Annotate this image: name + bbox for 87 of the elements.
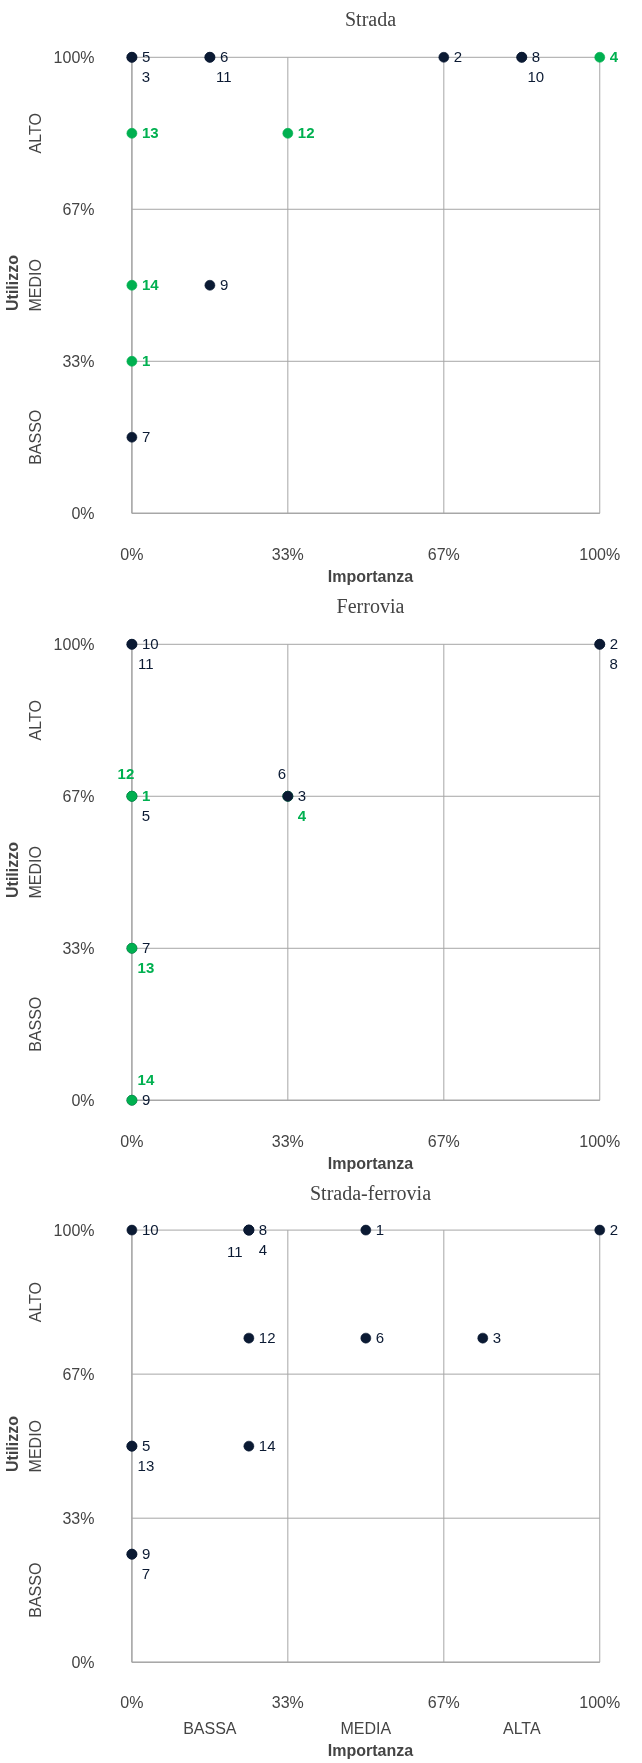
text: MEDIO <box>27 259 45 312</box>
series-label: 1 <box>141 352 151 370</box>
y-tick-label: 33% <box>62 1509 95 1527</box>
y-axis-title: Utilizzo <box>3 254 21 311</box>
series-label: 13 <box>141 124 159 142</box>
y-tick-label: 0% <box>71 1091 95 1109</box>
chart-title: Strada-ferrovia <box>309 1181 432 1204</box>
series-label: 6 <box>277 765 286 783</box>
series-label: 5 <box>141 48 151 66</box>
x-tick-label: 33% <box>271 545 304 563</box>
y-tick-label: 67% <box>62 1365 95 1383</box>
y-tick-label: 67% <box>62 787 95 805</box>
text: ALTO <box>27 700 45 741</box>
series-label: 3 <box>141 68 151 86</box>
text: MEDIO <box>27 1419 45 1473</box>
text: BASSO <box>27 409 45 465</box>
series-label: 4 <box>258 1241 268 1259</box>
text: MEDIO <box>27 846 45 899</box>
series-label: 11 <box>227 1243 243 1261</box>
x-tick-label: 0% <box>120 1132 144 1150</box>
series-label: 14 <box>137 1071 155 1089</box>
chart-title: Strada <box>344 7 397 30</box>
series-label: 14 <box>258 1437 276 1455</box>
x-axis-title: Importanza <box>327 1154 414 1172</box>
series-label: 9 <box>141 1545 151 1563</box>
series-label: 12 <box>297 124 315 142</box>
series-label: 3 <box>492 1329 502 1347</box>
series-label: 7 <box>141 428 151 446</box>
series-label: 13 <box>137 959 155 977</box>
series-label: 6 <box>219 48 229 66</box>
series-label: 9 <box>219 276 229 294</box>
series-label: 5 <box>141 807 151 825</box>
text: ALTO <box>27 1281 45 1323</box>
y-axis-title: Utilizzo <box>3 1415 21 1472</box>
series-label: 1 <box>141 787 151 805</box>
x-tick-label: 100% <box>579 1132 621 1150</box>
x-axis-title: Importanza <box>327 1741 414 1759</box>
x-tick-label: 67% <box>427 1693 460 1711</box>
series-label: 8 <box>531 48 541 66</box>
x-tick-label: 100% <box>579 1693 621 1711</box>
y-tick-label: 100% <box>53 1221 95 1239</box>
text: BASSO <box>27 1562 45 1618</box>
x-tick-label: 0% <box>120 545 144 563</box>
text: ALTA <box>502 1719 541 1737</box>
x-axis-title: Importanza <box>327 567 414 585</box>
y-tick-label: 0% <box>71 504 95 522</box>
y-tick-label: 100% <box>53 48 95 66</box>
series-label: 10 <box>141 1221 159 1239</box>
series-label: 10 <box>141 635 159 653</box>
series-label: 2 <box>609 1221 619 1239</box>
x-tick-label: 100% <box>579 545 621 563</box>
series-label: 6 <box>375 1329 385 1347</box>
series-label: 4 <box>297 807 307 825</box>
y-tick-label: 0% <box>71 1653 95 1671</box>
series-label: 13 <box>137 1457 155 1475</box>
x-tick-label: 67% <box>427 545 460 563</box>
y-tick-label: 100% <box>53 635 95 653</box>
series-label: 11 <box>216 68 232 86</box>
series-label: 2 <box>609 635 619 653</box>
x-tick-label: 33% <box>271 1693 304 1711</box>
x-tick-label: 0% <box>120 1693 144 1711</box>
y-tick-label: 33% <box>62 939 95 957</box>
series-label: 8 <box>609 655 618 673</box>
series-label: 2 <box>453 48 463 66</box>
text: ALTO <box>27 113 45 154</box>
x-tick-label: 33% <box>271 1132 304 1150</box>
series-label: 11 <box>138 655 154 673</box>
series-label: 5 <box>141 1437 151 1455</box>
series-label: 3 <box>297 787 307 805</box>
series-label: 14 <box>141 276 160 294</box>
y-tick-label: 33% <box>62 352 95 370</box>
series-label: 7 <box>141 939 151 957</box>
text: MEDIA <box>340 1719 392 1737</box>
chart-title: Ferrovia <box>336 594 405 617</box>
series-label: 9 <box>141 1091 151 1109</box>
series-label: 8 <box>258 1221 268 1239</box>
series-label: 7 <box>141 1565 151 1583</box>
y-axis-title: Utilizzo <box>3 841 21 898</box>
text: BASSA <box>183 1719 237 1737</box>
series-label: 12 <box>117 765 135 783</box>
series-label: 1 <box>375 1221 385 1239</box>
y-tick-label: 67% <box>62 200 95 218</box>
series-label: 12 <box>258 1329 276 1347</box>
series-label: 10 <box>527 68 545 86</box>
text: BASSO <box>27 996 45 1052</box>
x-tick-label: 67% <box>427 1132 460 1150</box>
series-label: 4 <box>609 48 619 66</box>
